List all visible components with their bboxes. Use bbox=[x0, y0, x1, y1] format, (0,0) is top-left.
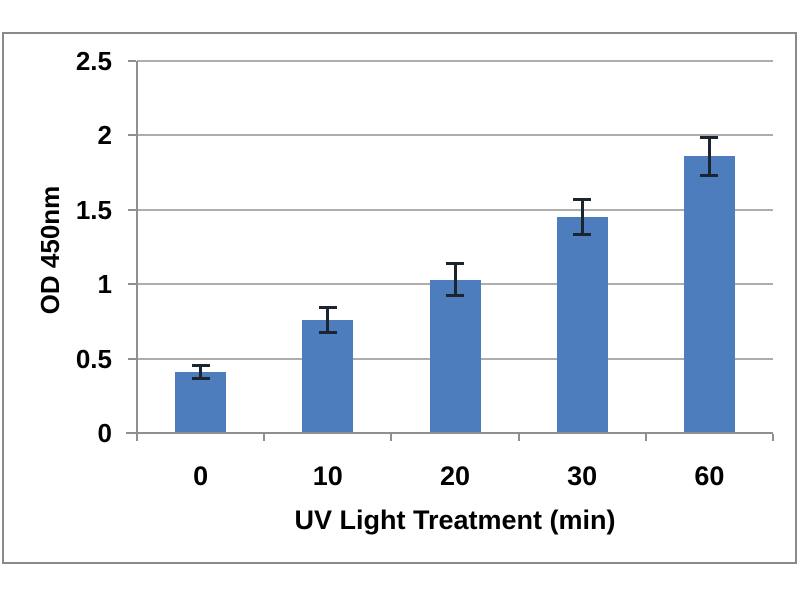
error-bar-cap-top-0 bbox=[191, 363, 210, 367]
y-tick-label-2: 2 bbox=[97, 120, 112, 151]
y-tick bbox=[128, 357, 136, 360]
bar-20 bbox=[429, 279, 481, 433]
x-tick-label-10: 10 bbox=[312, 461, 343, 491]
error-bar-cap-top-10 bbox=[318, 305, 337, 309]
error-bar-cap-bottom-10 bbox=[318, 331, 337, 335]
bar-60 bbox=[683, 156, 735, 433]
y-tick-label-2.5: 2.5 bbox=[75, 46, 112, 76]
error-bar-cap-bottom-30 bbox=[573, 233, 592, 237]
x-tick-label-60: 60 bbox=[694, 461, 725, 491]
chart-frame bbox=[2, 32, 797, 564]
error-bar-cap-top-30 bbox=[573, 198, 592, 202]
error-bar-cap-bottom-60 bbox=[700, 173, 719, 177]
x-tick bbox=[263, 434, 266, 441]
gridline bbox=[137, 134, 773, 137]
gridline bbox=[137, 60, 773, 62]
bar-30 bbox=[556, 217, 608, 433]
x-tick bbox=[136, 434, 138, 441]
x-tick bbox=[644, 434, 647, 441]
error-bar-cap-top-60 bbox=[700, 135, 719, 139]
x-tick-label-0: 0 bbox=[193, 461, 209, 491]
y-tick-label-0: 0 bbox=[97, 418, 112, 448]
y-tick-label-1: 1 bbox=[97, 269, 112, 300]
error-bar-cap-bottom-0 bbox=[191, 377, 210, 381]
y-axis-line bbox=[136, 61, 138, 435]
y-tick bbox=[128, 134, 136, 137]
y-tick-label-1.5: 1.5 bbox=[75, 194, 112, 225]
error-bar-stem-60 bbox=[707, 136, 711, 176]
y-tick bbox=[128, 60, 136, 62]
y-tick bbox=[128, 208, 136, 211]
bar-10 bbox=[302, 319, 354, 433]
y-axis-title: OD 450nm bbox=[35, 185, 65, 315]
x-tick bbox=[772, 434, 774, 441]
error-bar-stem-0 bbox=[199, 364, 203, 380]
y-tick bbox=[128, 432, 136, 434]
y-tick bbox=[128, 283, 136, 286]
x-tick-label-20: 20 bbox=[439, 461, 471, 491]
gridline bbox=[137, 208, 773, 211]
x-tick bbox=[517, 434, 520, 441]
x-tick bbox=[390, 434, 393, 441]
error-bar-cap-top-20 bbox=[446, 262, 464, 266]
bar-0 bbox=[175, 371, 227, 433]
error-bar-cap-bottom-20 bbox=[446, 294, 464, 298]
x-axis-title: UV Light Treatment (min) bbox=[294, 505, 616, 535]
error-bar-stem-20 bbox=[453, 263, 457, 297]
error-bar-stem-10 bbox=[326, 306, 330, 334]
y-tick-label-0.5: 0.5 bbox=[75, 343, 112, 374]
x-axis-line bbox=[126, 432, 773, 434]
error-bar-stem-30 bbox=[580, 199, 584, 236]
x-tick-label-30: 30 bbox=[567, 461, 598, 491]
